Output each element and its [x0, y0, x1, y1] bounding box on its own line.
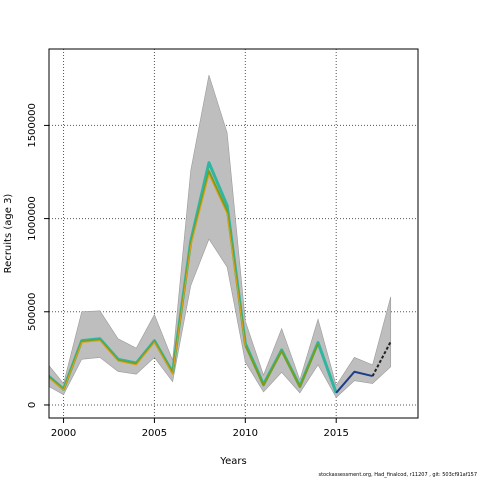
y-tick-label: 1000000	[27, 196, 38, 241]
plot-frame	[48, 48, 419, 419]
confidence-band-layer	[49, 74, 392, 398]
y-axis: 0 500000 1000000 1500000	[27, 103, 49, 408]
y-tick-label: 0	[27, 402, 38, 408]
series-line-5	[371, 341, 392, 377]
x-tick-label: 2010	[233, 428, 258, 439]
x-tick-label: 2000	[51, 428, 76, 439]
y-axis-title: Recruits (age 3)	[3, 194, 14, 274]
series-line-3	[49, 174, 246, 391]
x-tick-label: 2015	[323, 428, 348, 439]
x-axis-title: Years	[219, 456, 246, 467]
x-tick-label: 2005	[142, 428, 167, 439]
series-line-4	[335, 370, 373, 394]
series-layer	[49, 161, 392, 394]
footer-text: stockassessment.org, Had_finalcod, r1120…	[318, 472, 477, 478]
y-tick-label: 500000	[27, 293, 38, 331]
confidence-band	[49, 74, 392, 398]
y-tick-label: 1500000	[27, 103, 38, 148]
x-axis: 2000 2005 2010 2015	[51, 418, 349, 439]
